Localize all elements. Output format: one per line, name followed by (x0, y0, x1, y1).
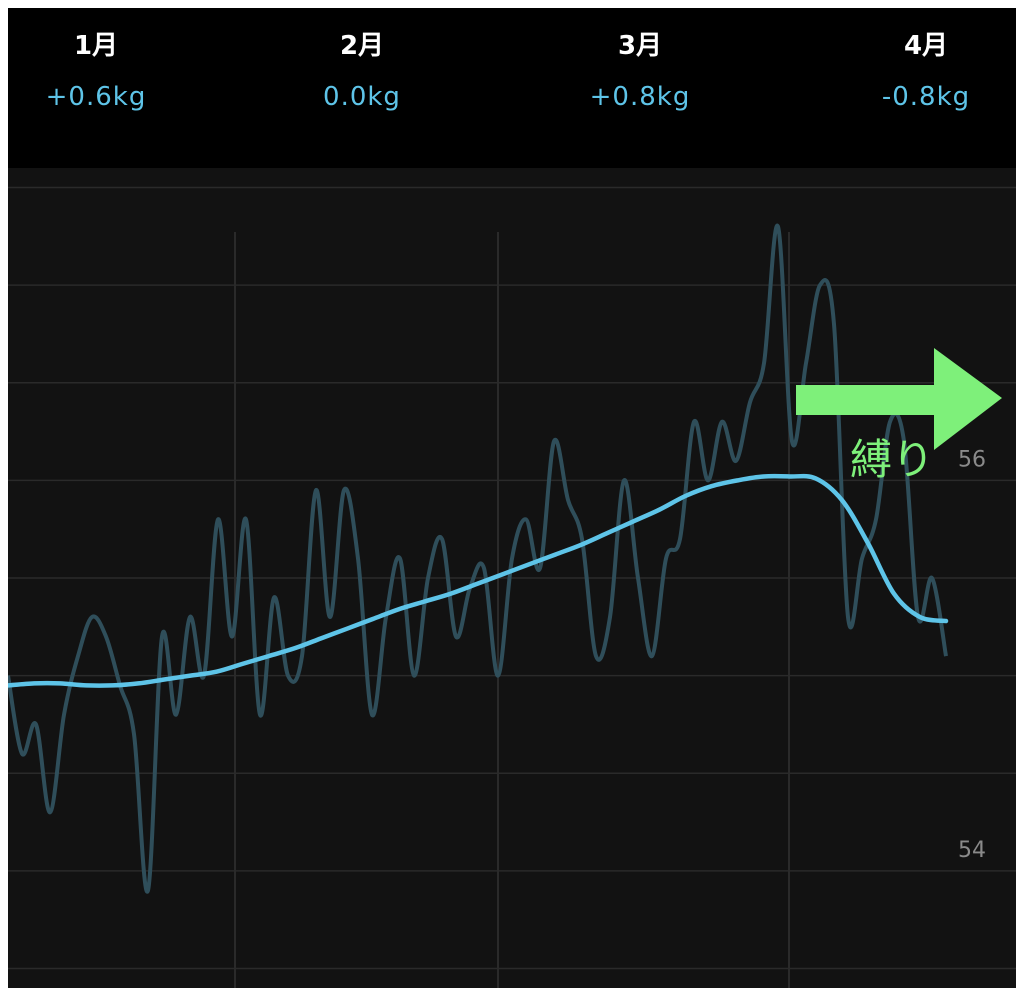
weight-chart[interactable]: 54 56 縛り (8, 168, 1016, 988)
right-arrow-icon (796, 348, 1002, 450)
y-tick-label: 54 (958, 838, 986, 863)
weight-chart-svg: 54 56 (8, 186, 1016, 988)
y-tick-label: 56 (958, 447, 986, 472)
month-weight-change: 0.0kg (323, 82, 401, 112)
month-summary-jan[interactable]: 1月 +0.6kg (8, 30, 206, 112)
month-label: 3月 (617, 31, 663, 61)
month-summary-apr[interactable]: 4月 -0.8kg (816, 30, 1016, 112)
monthly-summary-header: 1月 +0.6kg 2月 0.0kg 3月 +0.8kg 4月 -0.8kg (8, 8, 1016, 168)
month-label: 1月 (73, 31, 119, 61)
month-weight-change: +0.6kg (45, 82, 147, 112)
month-summary-mar[interactable]: 3月 +0.8kg (530, 30, 750, 112)
annotation-label: 縛り (850, 435, 935, 484)
month-summary-feb[interactable]: 2月 0.0kg (252, 30, 472, 112)
month-label: 4月 (903, 31, 949, 61)
chart-frame: 1月 +0.6kg 2月 0.0kg 3月 +0.8kg 4月 -0.8kg 5… (8, 8, 1016, 988)
month-weight-change: +0.8kg (589, 82, 691, 112)
month-weight-change: -0.8kg (881, 82, 971, 112)
daily-weight-line (8, 223, 948, 894)
month-label: 2月 (339, 31, 385, 61)
trend-weight-line (8, 473, 949, 688)
